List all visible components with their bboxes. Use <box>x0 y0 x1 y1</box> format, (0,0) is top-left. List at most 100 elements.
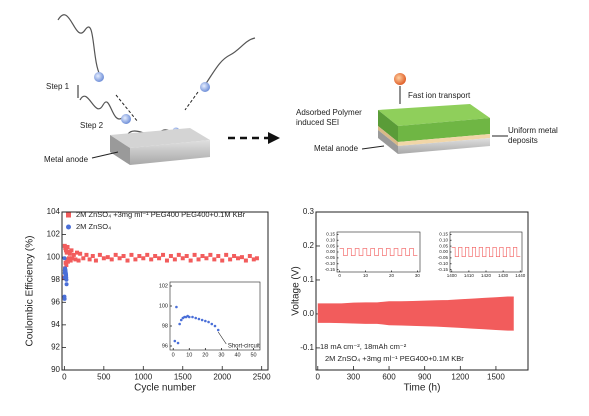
y-tick-label: -0.1 <box>300 343 314 352</box>
data-point <box>129 253 133 257</box>
data-point <box>169 254 173 258</box>
y-tick-label: 96 <box>51 297 60 306</box>
data-point <box>149 257 153 261</box>
data-point <box>177 342 180 345</box>
data-point <box>153 254 157 258</box>
data-point <box>77 259 81 263</box>
data-point <box>191 316 194 319</box>
annotation: 2M ZnSO₄ +3mg ml⁻¹ PEG400+0.1M KBr <box>325 354 464 363</box>
data-point <box>175 306 178 309</box>
data-point <box>255 256 259 260</box>
x-tick-label: 10 <box>186 352 192 358</box>
x-tick-label: 20 <box>202 352 208 358</box>
x-tick-label: 1200 <box>451 372 469 381</box>
label-box: Adsorbed Polymer induced SEI <box>296 108 378 132</box>
inset-bg <box>323 230 423 279</box>
data-point <box>178 323 181 326</box>
pointer <box>92 152 118 158</box>
data-point <box>145 253 149 257</box>
x-tick-label: 40 <box>234 352 240 358</box>
data-point <box>236 256 240 260</box>
data-point <box>63 297 67 301</box>
y-tick-label: 0.3 <box>303 207 315 216</box>
x-axis-label: Cycle number <box>134 383 196 394</box>
x-axis-label: Time (h) <box>404 383 441 394</box>
x-tick-label: 1500 <box>487 372 505 381</box>
label: Metal anode <box>314 144 359 153</box>
x-tick-label: 50 <box>251 352 257 358</box>
data-point <box>210 323 213 326</box>
data-point <box>118 256 122 260</box>
y-tick-label: -0.15 <box>325 267 336 272</box>
x-tick-label: 1420 <box>481 273 492 278</box>
data-point <box>64 278 68 282</box>
data-point <box>214 325 217 328</box>
voltage-line <box>340 248 418 255</box>
y-tick-label: 0.2 <box>303 241 315 250</box>
legend-label: 2M ZnSO₄ <box>76 222 111 231</box>
x-tick-label: 30 <box>218 352 224 358</box>
y-axis-label: Coulombic Efficiency (%) <box>25 236 36 347</box>
x-tick-label: 0 <box>172 352 175 358</box>
data-point <box>133 257 137 261</box>
data-point <box>98 253 102 257</box>
data-point <box>248 254 252 258</box>
y-tick-label: -0.05 <box>325 255 336 260</box>
data-point <box>193 253 197 257</box>
dashed-arrow <box>185 92 198 110</box>
y-tick-label: 0.10 <box>439 237 448 242</box>
data-point <box>157 256 161 260</box>
y-tick-label: 0.0 <box>303 309 315 318</box>
data-point <box>197 257 201 261</box>
y-tick-label: -0.05 <box>438 255 449 260</box>
data-point <box>212 257 216 261</box>
data-point <box>66 245 70 249</box>
data-point <box>189 259 193 263</box>
ion <box>121 114 131 124</box>
data-point <box>63 256 67 260</box>
label-box: Uniform metal deposits <box>508 126 558 162</box>
inset-annotation: Short-circuit <box>228 344 260 350</box>
y-tick-label: 94 <box>51 320 60 329</box>
data-point <box>137 254 141 258</box>
data-point <box>188 316 191 319</box>
pointer <box>362 146 384 149</box>
x-tick-label: 1400 <box>447 273 458 278</box>
data-point <box>200 254 204 258</box>
y-tick-label: 90 <box>51 365 60 374</box>
y-tick-label: 0.05 <box>439 243 448 248</box>
x-tick-label: 2000 <box>213 372 231 381</box>
y-tick-label: 0.00 <box>326 249 335 254</box>
data-point <box>84 253 88 257</box>
y-tick-label: -0.10 <box>325 261 336 266</box>
x-tick-label: 30 <box>415 273 421 278</box>
y-tick-label: -0.15 <box>438 267 449 272</box>
data-point <box>185 254 189 258</box>
y-tick-label: 98 <box>162 323 168 329</box>
data-point <box>207 321 210 324</box>
legend-label: 2M ZnSO₄ +3mg ml⁻¹ PEG400 PEG400+0.1M KB… <box>76 210 246 219</box>
data-point <box>201 319 204 322</box>
data-point <box>208 253 212 257</box>
y-tick-label: 100 <box>159 303 168 309</box>
x-tick-label: 1500 <box>174 372 192 381</box>
polymer-chain <box>58 15 100 75</box>
legend-marker <box>66 225 71 230</box>
y-tick-label: 100 <box>47 252 61 261</box>
x-tick-label: 2500 <box>253 372 271 381</box>
y-tick-label: 104 <box>47 207 61 216</box>
data-point <box>198 318 201 321</box>
data-point <box>181 256 185 260</box>
y-tick-label: 102 <box>159 283 168 289</box>
x-tick-label: 20 <box>389 273 395 278</box>
data-point <box>244 259 248 263</box>
data-point <box>204 320 207 323</box>
ion <box>200 82 210 92</box>
x-tick-label: 300 <box>347 372 361 381</box>
polymer-chain <box>80 96 122 119</box>
label: Adsorbed Polymer induced SEI <box>296 108 378 128</box>
y-tick-label: 98 <box>51 275 60 284</box>
data-point <box>232 254 236 258</box>
data-point <box>102 256 106 260</box>
data-point <box>106 255 110 259</box>
